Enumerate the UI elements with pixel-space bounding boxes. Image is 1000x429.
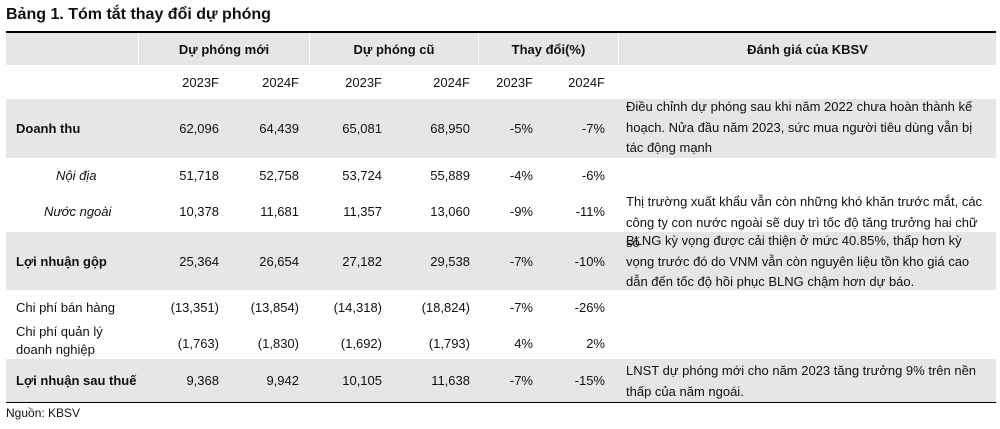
table-cell: 11,681 [260,204,299,219]
row-label: Chi phí bán hàng [16,300,116,315]
table-cell: -4% [509,168,533,183]
source-note: Nguồn: KBSV [6,406,81,420]
row-label: Lợi nhuận gộp [16,253,107,269]
comment-band [618,359,996,402]
table-cell: -15% [574,373,605,388]
comment-band [618,232,996,290]
table-cell: 53,724 [342,168,382,183]
comment-band [618,99,996,158]
row-band-loi-nhuan-gop [6,232,618,290]
table-cell: -7% [509,300,533,315]
row-label: Lợi nhuận sau thuế [16,373,137,388]
table-cell: 26,654 [259,253,299,269]
header-thay-doi: Thay đổi(%) [479,33,618,65]
table-cell: (1,692) [340,335,382,351]
table-cell: 51,718 [179,168,219,183]
table-cell: 9,368 [186,373,219,388]
table-cell: -5% [509,121,533,136]
row-label: Nội địa [56,168,97,183]
table-cell: (1,793) [428,335,470,351]
table-cell: -9% [509,204,533,219]
header-du-phong-moi: Dự phóng mới [139,33,309,65]
table-cell: 65,081 [342,121,382,136]
year-header: 2024F [219,66,299,98]
comment-doanh-thu: Điều chỉnh dự phóng sau khi năm 2022 chư… [626,99,973,155]
table-cell: -26% [574,300,605,315]
table-cell: 11,638 [431,373,470,388]
table-cell: -7% [509,373,533,388]
table-cell: 10,378 [179,204,219,219]
table-cell: 68,950 [430,121,470,136]
comment-loi-nhuan-gop: BLNG kỳ vọng được cải thiện ở mức 40.85%… [626,233,970,289]
table-cell: (1,763) [177,335,219,351]
year-header: 2023F [310,66,382,98]
year-header: 2023F [479,66,533,98]
table-cell: -7% [581,121,605,136]
year-header: 2023F [139,66,219,98]
table-cell: 9,942 [266,373,299,388]
row-band-doanh-thu [6,99,618,158]
year-header: 2024F [543,66,605,98]
table-cell: (13,351) [170,300,219,315]
table-cell: (13,854) [250,300,299,315]
table-cell: 13,060 [430,204,470,219]
table-cell: 2% [586,335,605,351]
row-label: Chi phí quản lý doanh nghiệp [16,324,103,357]
header-danh-gia: Đánh giá của KBSV [619,33,996,65]
year-header: 2024F [392,66,470,98]
header-blank [6,33,138,65]
comment-nuoc-ngoai: Thị trường xuất khẩu vẫn còn những khó k… [626,194,983,250]
table-cell: (18,824) [421,300,470,315]
table-cell: 29,538 [430,253,470,269]
table-cell: 11,357 [343,204,382,219]
title-divider [6,31,996,33]
table-bottom-rule [6,402,996,403]
header-du-phong-cu: Dự phóng cũ [310,33,478,65]
table-cell: 4% [514,335,533,351]
table-cell: 55,889 [430,168,470,183]
table-cell: (14,318) [333,300,382,315]
table-cell: -7% [509,253,533,269]
row-label: Nước ngoài [44,204,112,219]
table-cell: -11% [575,204,605,219]
table-cell: -6% [581,168,605,183]
table-title: Bảng 1. Tóm tắt thay đổi dự phóng [6,6,271,23]
table-cell: -10% [574,253,605,269]
comment-loi-nhuan-sau-thue: LNST dự phóng mới cho năm 2023 tăng trưở… [626,363,977,399]
table-cell: 27,182 [342,253,382,269]
table-cell: 25,364 [179,253,219,269]
table-cell: 52,758 [259,168,299,183]
row-band-loi-nhuan-sau-thue [6,359,618,402]
table-cell: 64,439 [259,121,299,136]
row-label: Doanh thu [16,121,81,136]
table-cell: (1,830) [257,335,299,351]
table-cell: 62,096 [179,121,219,136]
table-cell: 10,105 [342,373,382,388]
